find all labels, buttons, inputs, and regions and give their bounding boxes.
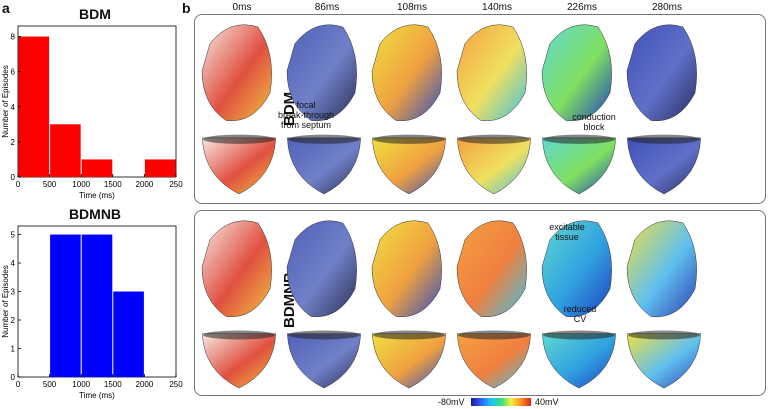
chart-title-bdm: BDM: [79, 6, 111, 22]
annotation-focal: focal break-through from septum: [277, 100, 335, 130]
annotation-excitable: excitable tissue: [549, 222, 585, 242]
x-tick-label: 0: [16, 380, 21, 389]
heart-bdm-bottom-4: [542, 134, 616, 195]
y-axis-label: Number of Episodes: [1, 65, 10, 137]
heart-bdm-top-2: [371, 24, 442, 122]
heart-bdm-bottom-3: [457, 134, 531, 195]
panel-a-label: a: [2, 0, 10, 16]
annotation-conduction: conduction block: [572, 112, 616, 132]
time-label-3: 140ms: [481, 2, 512, 13]
bar-0: [18, 36, 50, 177]
heart-bdmnb-bottom-1: [287, 330, 361, 389]
y-tick-label: 8: [11, 33, 16, 42]
bar-2: [81, 159, 113, 177]
heart-bdm-bottom-2: [372, 134, 446, 195]
heart-bdmnb-bottom-2: [372, 330, 446, 389]
heart-bdmnb-top-3: [456, 220, 527, 318]
heart-bdm-bottom-1: [287, 134, 361, 195]
bar-4: [144, 159, 176, 177]
time-label-4: 226ms: [566, 2, 597, 13]
y-tick-label: 4: [11, 259, 16, 268]
y-tick-label: 0: [11, 173, 16, 182]
x-tick-label: 1500: [104, 180, 122, 189]
x-tick-label: 250: [169, 180, 183, 189]
colorbar: [471, 398, 531, 406]
x-tick-label: 0: [16, 180, 21, 189]
heart-bdmnb-top-5: [626, 220, 697, 318]
colorbar-min-label: -80mV: [438, 397, 465, 407]
y-tick-label: 4: [11, 103, 16, 112]
time-label-1: 86ms: [314, 2, 340, 13]
heart-bdmnb-bottom-4: [542, 330, 616, 389]
y-axis-label: Number of Episodes: [1, 265, 10, 337]
bar-1: [50, 234, 81, 377]
heart-bdmnb-top-4: [541, 220, 612, 318]
bar-3: [113, 291, 144, 377]
y-tick-label: 3: [11, 288, 16, 297]
heart-bdm-top-4: [541, 24, 612, 122]
heart-bdm-top-0: [201, 24, 272, 122]
chart-title-bdmnb: BDMNB: [68, 206, 122, 222]
heart-bdmnb-bottom-5: [627, 330, 701, 389]
heart-bdmnb-bottom-0: [202, 330, 276, 389]
x-tick-label: 1000: [72, 180, 90, 189]
heart-bdmnb-top-0: [201, 220, 272, 318]
time-label-0: 0ms: [232, 2, 252, 13]
y-tick-label: 2: [11, 138, 16, 147]
x-tick-label: 500: [43, 180, 57, 189]
x-tick-label: 500: [43, 380, 57, 389]
y-tick-label: 0: [11, 373, 16, 382]
bar-1: [50, 124, 81, 177]
x-tick-label: 250: [169, 380, 183, 389]
annotation-reduced: reduced CV: [563, 304, 597, 324]
heart-bdmnb-top-1: [286, 220, 357, 318]
x-tick-label: 1500: [104, 380, 122, 389]
x-tick-label: 1000: [72, 380, 90, 389]
heart-bdm-top-5: [626, 24, 697, 122]
x-tick-label: 2000: [136, 380, 154, 389]
x-tick-label: 2000: [136, 180, 154, 189]
y-tick-label: 1: [11, 345, 16, 354]
heart-bdm-bottom-5: [627, 134, 701, 195]
heart-bdm-top-1: [286, 24, 357, 122]
colorbar-max-label: 40mV: [535, 397, 559, 407]
x-axis-label: Time (ms): [79, 191, 115, 200]
y-tick-label: 6: [11, 68, 16, 77]
panel-b-label: b: [182, 0, 191, 16]
heart-bdmnb-top-2: [371, 220, 442, 318]
heart-bdm-top-3: [456, 24, 527, 122]
y-tick-label: 2: [11, 316, 16, 325]
bar-2: [81, 234, 113, 377]
heart-bdm-bottom-0: [202, 134, 276, 195]
y-tick-label: 5: [11, 231, 16, 240]
time-label-2: 108ms: [396, 2, 427, 13]
time-label-5: 280ms: [651, 2, 682, 13]
heart-bdmnb-bottom-3: [457, 330, 531, 389]
x-axis-label: Time (ms): [79, 391, 115, 400]
